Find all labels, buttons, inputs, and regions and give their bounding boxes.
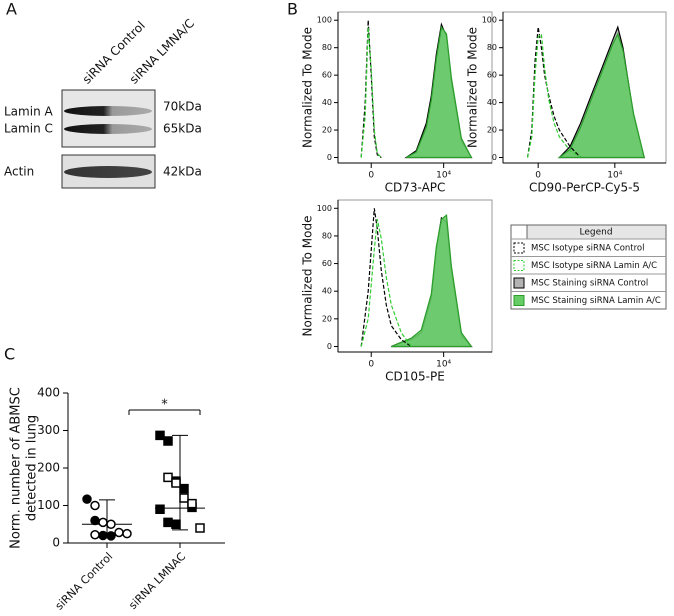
x-tick-label: 0	[368, 171, 374, 181]
y-axis-title: Normalized To Mode	[466, 27, 480, 148]
data-point	[90, 530, 100, 540]
legend-swatch	[513, 260, 525, 271]
panel-label: B	[287, 0, 298, 19]
panel-label: C	[4, 345, 15, 364]
legend-label: MSC Isotype siRNA Control	[531, 244, 645, 254]
x-tick-label: 10⁴	[436, 360, 451, 370]
data-point	[179, 493, 189, 503]
y-tick-label: 40	[322, 98, 332, 107]
data-point	[155, 504, 165, 514]
legend-title: Legend	[579, 228, 612, 238]
y-tick-label: 80	[322, 231, 332, 240]
y-axis-title: Norm. number of ABMSC	[9, 387, 24, 549]
data-point	[106, 531, 116, 541]
band-label: Lamin C	[4, 122, 53, 136]
legend-swatch	[513, 277, 525, 289]
data-point	[163, 472, 173, 483]
x-tick-label: 10⁴	[607, 171, 622, 181]
data-point	[163, 436, 173, 446]
data-point	[98, 517, 108, 528]
isotype-curve	[360, 20, 382, 158]
legend-swatch	[513, 242, 525, 254]
legend-swatch	[513, 295, 525, 306]
data-point	[171, 519, 181, 529]
band-size: 70kDa	[163, 100, 202, 114]
x-axis-title: CD73-APC	[385, 181, 446, 195]
x-tick-label: 0	[368, 360, 374, 370]
data-point	[122, 528, 132, 539]
legend-label: MSC Staining siRNA Control	[531, 279, 648, 289]
blot-band	[64, 106, 152, 116]
isotype-curve	[526, 32, 581, 159]
y-tick-label: 60	[322, 259, 332, 268]
x-axis-title: CD90-PerCP-Cy5-5	[529, 181, 640, 195]
significance-label: *	[161, 398, 168, 413]
band-label: Lamin A	[4, 105, 53, 119]
y-tick-label: 0	[52, 536, 60, 550]
y-tick-label: 200	[37, 461, 60, 475]
staining-curve	[406, 25, 473, 159]
data-point	[155, 430, 165, 441]
legend-label: MSC Isotype siRNA Lamin A/C	[531, 261, 657, 271]
y-tick-label: 80	[322, 43, 332, 52]
band-label: Actin	[4, 165, 34, 179]
data-point	[163, 517, 173, 528]
y-tick-label: 20	[322, 314, 332, 323]
data-point	[187, 498, 197, 509]
data-point	[179, 483, 189, 494]
y-axis-title: detected in lung	[25, 415, 40, 521]
staining-curve	[557, 32, 645, 159]
y-axis-title: Normalized To Mode	[301, 27, 315, 148]
data-point	[82, 494, 92, 504]
legend-label: MSC Staining siRNA Lamin A/C	[531, 296, 661, 306]
y-tick-label: 20	[322, 126, 332, 135]
x-tick-label: 10⁴	[436, 171, 451, 181]
y-tick-label: 0	[327, 153, 332, 162]
y-tick-label: 60	[487, 71, 497, 80]
data-point	[90, 500, 100, 511]
data-point	[98, 530, 108, 541]
y-tick-label: 40	[487, 98, 497, 107]
staining-curve	[391, 214, 473, 348]
x-tick-label: siRNA LMNAC	[126, 550, 188, 612]
x-axis-title: CD105-PE	[385, 370, 445, 384]
y-tick-label: 100	[482, 16, 497, 25]
y-tick-label: 0	[492, 153, 497, 162]
y-tick-label: 100	[317, 16, 332, 25]
data-point	[195, 523, 205, 533]
y-tick-label: 80	[487, 43, 497, 52]
y-tick-label: 60	[322, 71, 332, 80]
data-point	[114, 527, 124, 538]
y-axis-title: Normalized To Mode	[301, 215, 315, 336]
y-tick-label: 100	[37, 498, 60, 512]
y-tick-label: 40	[322, 287, 332, 296]
isotype-curve	[360, 27, 382, 158]
x-tick-label: 0	[535, 171, 541, 181]
blot-band	[64, 166, 152, 178]
isotype-curve	[360, 219, 412, 347]
panel-label: A	[6, 0, 17, 19]
x-tick-label: siRNA Control	[53, 550, 116, 613]
y-tick-label: 100	[317, 204, 332, 213]
y-tick-label: 300	[37, 423, 60, 437]
band-size: 42kDa	[163, 165, 202, 179]
y-tick-label: 0	[327, 342, 332, 351]
blot-band	[64, 124, 152, 134]
isotype-curve	[526, 27, 582, 158]
data-point	[171, 478, 181, 488]
data-point	[106, 519, 116, 529]
band-size: 65kDa	[163, 122, 202, 136]
isotype-curve	[360, 208, 412, 347]
data-point	[90, 515, 100, 526]
y-tick-label: 20	[487, 126, 497, 135]
y-tick-label: 400	[37, 386, 60, 400]
blot-box	[61, 89, 156, 148]
plot-frame	[337, 199, 493, 353]
